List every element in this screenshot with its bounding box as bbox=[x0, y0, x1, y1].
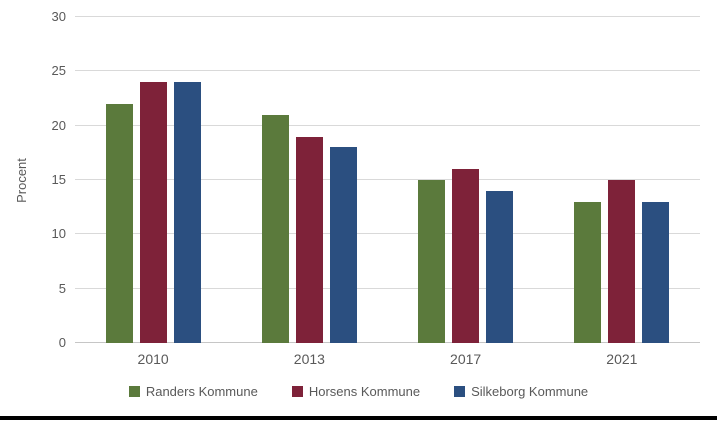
bar-silkeborg-kommune-2010 bbox=[173, 82, 201, 343]
bar-silkeborg-kommune-2013 bbox=[329, 147, 357, 343]
gridline bbox=[75, 287, 700, 289]
gridline bbox=[75, 124, 700, 126]
legend-swatch-icon bbox=[454, 386, 466, 397]
x-tick-label: 2021 bbox=[606, 351, 638, 367]
plot-area bbox=[75, 16, 700, 343]
bar-randers-kommune-2013 bbox=[261, 114, 289, 343]
legend-item-horsens-kommune: Horsens Kommune bbox=[291, 384, 421, 399]
y-axis-title: Procent bbox=[8, 17, 34, 343]
legend-swatch-icon bbox=[291, 386, 303, 397]
bar-silkeborg-kommune-2017 bbox=[486, 190, 514, 343]
gridline bbox=[75, 233, 700, 235]
y-tick-label: 5 bbox=[58, 280, 66, 296]
legend-item-silkeborg-kommune: Silkeborg Kommune bbox=[454, 384, 588, 399]
legend-label: Horsens Kommune bbox=[308, 384, 421, 399]
y-tick-label: 30 bbox=[51, 9, 66, 24]
bar-randers-kommune-2021 bbox=[574, 201, 602, 343]
y-tick-label: 15 bbox=[51, 172, 66, 187]
y-axis-title-text: Procent bbox=[13, 157, 29, 203]
bottom-border-line bbox=[0, 416, 717, 420]
gridline bbox=[75, 179, 700, 180]
bar-silkeborg-kommune-2021 bbox=[642, 201, 670, 343]
bar-group-2021 bbox=[544, 17, 700, 343]
bar-randers-kommune-2017 bbox=[418, 180, 446, 343]
y-axis-tick-labels: 0 5 10 15 20 25 30 bbox=[34, 10, 66, 349]
y-tick-label: 10 bbox=[51, 226, 66, 242]
x-tick-label: 2010 bbox=[137, 351, 169, 367]
legend-label: Silkeborg Kommune bbox=[471, 384, 589, 399]
y-tick-label: 0 bbox=[58, 335, 66, 350]
legend: Randers Kommune Horsens Kommune Silkeborg … bbox=[0, 384, 717, 399]
y-tick-label: 25 bbox=[51, 63, 66, 79]
gridline bbox=[75, 16, 700, 17]
legend-swatch-icon bbox=[128, 386, 140, 397]
y-tick-label: 20 bbox=[51, 117, 66, 133]
bar-group-2013 bbox=[231, 17, 387, 343]
x-tick-label: 2013 bbox=[293, 351, 325, 367]
bar-horsens-kommune-2010 bbox=[139, 82, 167, 343]
bar-group-2017 bbox=[388, 17, 544, 343]
x-tick-label: 2017 bbox=[450, 351, 482, 367]
x-axis-tick-labels: 2010 2013 2017 2021 bbox=[75, 351, 700, 369]
bar-group-2010 bbox=[75, 17, 231, 343]
bar-horsens-kommune-2017 bbox=[452, 169, 480, 343]
x-axis-line bbox=[75, 342, 700, 343]
bar-horsens-kommune-2013 bbox=[295, 136, 323, 343]
legend-label: Randers Kommune bbox=[145, 384, 258, 399]
bar-groups bbox=[75, 17, 700, 343]
bar-randers-kommune-2010 bbox=[105, 103, 133, 343]
legend-item-randers-kommune: Randers Kommune bbox=[128, 384, 258, 399]
bar-horsens-kommune-2021 bbox=[608, 180, 636, 343]
gridline bbox=[75, 70, 700, 72]
